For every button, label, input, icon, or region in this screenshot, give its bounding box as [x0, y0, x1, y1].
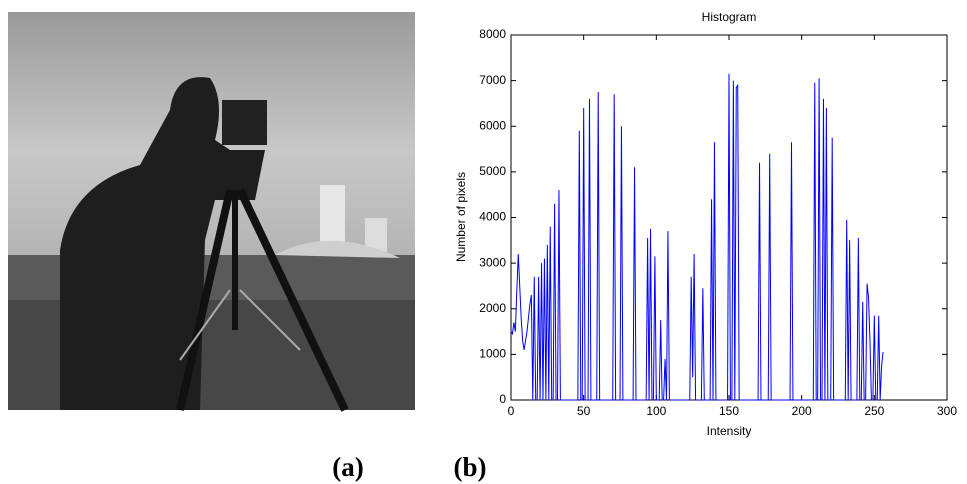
y-tick-label: 4000 — [479, 210, 506, 224]
y-axis-label: Number of pixels — [454, 172, 468, 262]
y-tick-label: 2000 — [479, 301, 506, 315]
x-tick-label: 150 — [719, 404, 739, 418]
chart-title: Histogram — [702, 10, 757, 24]
photo — [8, 12, 415, 412]
y-tick-label: 7000 — [479, 73, 506, 87]
histogram-line — [510, 73, 884, 401]
x-tick-label: 200 — [792, 404, 812, 418]
x-tick-label: 0 — [508, 404, 515, 418]
y-tick-label: 6000 — [479, 118, 506, 132]
y-tick-label: 1000 — [479, 347, 506, 361]
y-tick-label: 5000 — [479, 164, 506, 178]
x-tick-label: 100 — [646, 404, 666, 418]
caption: (a) — [332, 452, 363, 482]
x-tick-label: 250 — [864, 404, 884, 418]
y-tick-label: 3000 — [479, 255, 506, 269]
x-axis-label: Intensity — [707, 424, 752, 438]
x-tick-label: 50 — [577, 404, 591, 418]
caption: (b) — [454, 452, 487, 482]
x-tick-label: 300 — [937, 404, 957, 418]
y-tick-label: 0 — [499, 392, 506, 406]
y-tick-label: 8000 — [479, 27, 506, 41]
